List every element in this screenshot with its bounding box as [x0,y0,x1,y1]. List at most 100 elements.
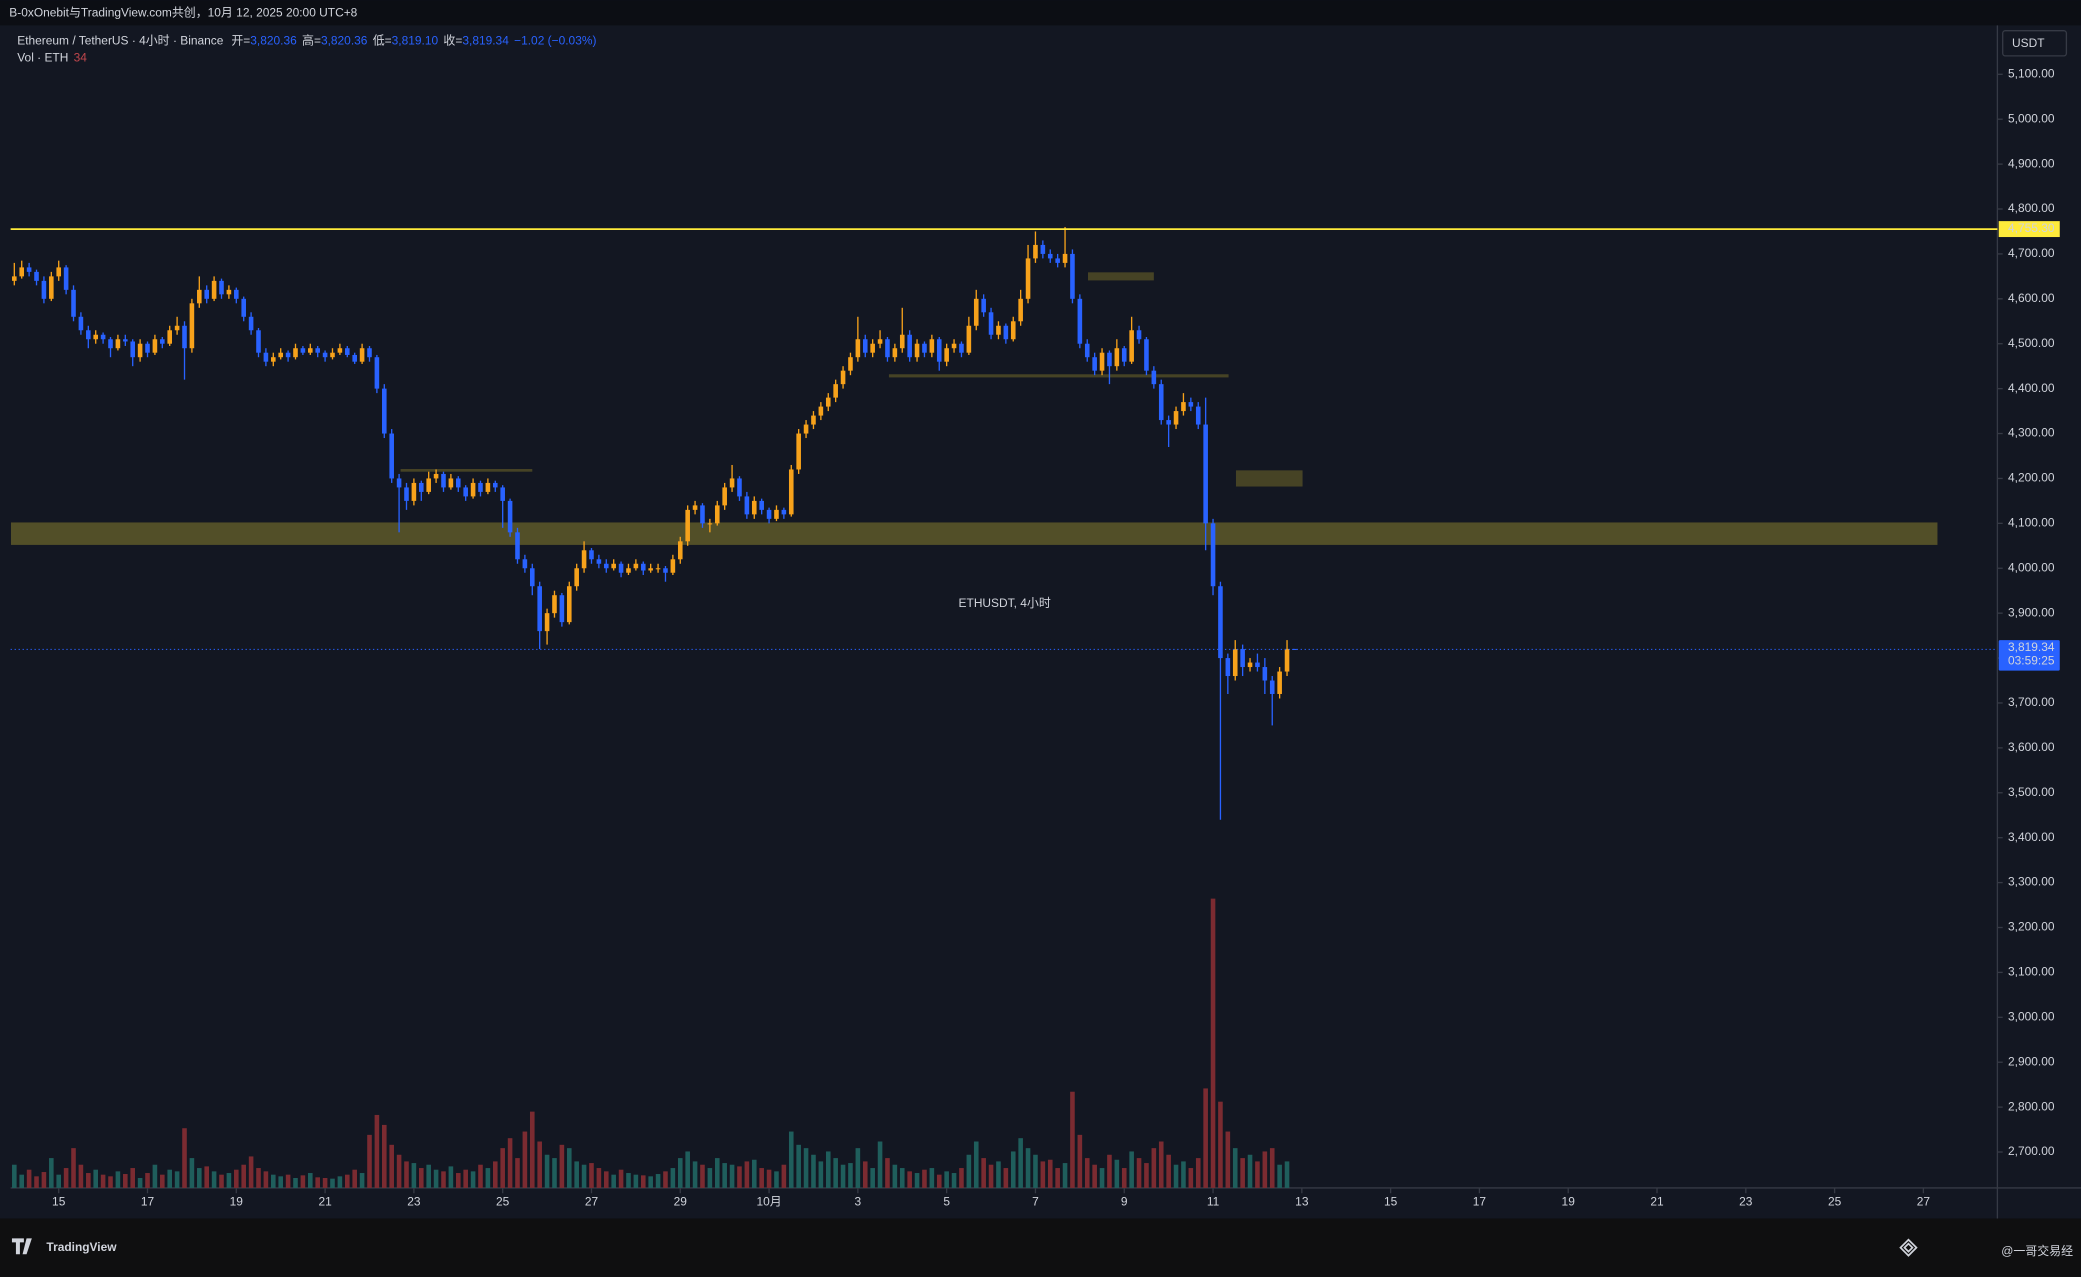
countdown: 03:59:25 [2008,653,2055,667]
volume-bar [1018,1138,1023,1188]
volume-bar [1114,1159,1120,1188]
currency-box[interactable] [2002,29,2068,57]
volume-bar [1003,1168,1009,1188]
y-tick-label: 3,200.00 [2008,920,2055,934]
currency[interactable]: USDT [2012,36,2045,50]
volume-bar [640,1175,646,1188]
candle-body [19,267,25,277]
volume-bar [411,1163,417,1188]
candle-body [441,473,446,488]
volume-bar [63,1168,69,1188]
volume-bar [959,1168,964,1188]
candle-body [1210,523,1216,587]
candle-body [848,357,853,371]
volume-bar [1195,1158,1201,1188]
candle-body [929,339,935,353]
x-tick-label: 9 [1121,1195,1128,1209]
candle-body [574,568,579,587]
volume-bar [1025,1148,1031,1188]
volume-bar [1262,1151,1268,1188]
candle-body [796,433,801,470]
candle-body [1262,667,1268,681]
volume-bar [211,1171,217,1188]
volume-bar [19,1174,25,1188]
volume-bar [433,1169,439,1188]
volume-bar [529,1111,535,1188]
candle-body [248,316,254,331]
volume-bar [470,1171,476,1188]
candle-body [241,298,246,317]
volume-bar [49,1158,54,1188]
volume-bar [929,1168,935,1188]
volume-bar [907,1171,912,1188]
volume-bar [1047,1159,1053,1188]
volume-bar [574,1161,579,1188]
volume-bar [315,1177,320,1188]
y-tick-label: 3,900.00 [2008,605,2055,619]
y-tick-label: 3,400.00 [2008,830,2055,844]
candle-body [470,482,476,497]
volume-bar [278,1176,283,1188]
x-tick-label: 13 [1295,1195,1309,1209]
volume-bar [811,1154,816,1188]
candle-body [951,343,957,349]
volume-bar [1077,1134,1083,1188]
candle-body [692,505,698,510]
level-label: 4,755.30 [2008,221,2055,235]
candle-body [56,267,62,277]
candle-body [219,280,224,295]
volume-bar [389,1144,394,1188]
volume-bar [26,1169,32,1188]
candle-body [759,500,764,510]
volume-bar [566,1148,572,1188]
candle-body [714,505,720,524]
volume-bar [788,1131,794,1188]
volume-label: Vol · ETH [17,51,68,65]
candle-body [648,568,653,571]
volume-bar [707,1168,713,1188]
volume-bar [663,1171,668,1188]
volume-bar [848,1163,853,1188]
volume-bar [1084,1158,1090,1188]
candle-body [922,343,927,353]
candle-body [100,334,106,340]
candle-body [86,330,91,340]
candle-body [1218,586,1223,659]
volume-bar [729,1164,735,1188]
x-tick-label: 27 [1917,1195,1931,1209]
candle-body [1240,649,1245,668]
y-tick-label: 4,600.00 [2008,291,2055,305]
candle-body [611,563,616,569]
candle-body [522,559,528,569]
volume-bar [611,1174,616,1188]
volume-bar [130,1168,136,1188]
candle-body [788,469,794,515]
candle-body [862,339,868,353]
volume-bar [1033,1154,1038,1188]
volume-bar [507,1138,513,1188]
x-tick-label: 29 [674,1195,688,1209]
zone [10,522,1938,545]
candle-body [396,478,402,488]
volume-bar [1269,1148,1275,1188]
candle-body [1010,321,1016,340]
candle-body [581,550,587,569]
volume-bar [1040,1161,1046,1188]
candle-body [145,343,150,353]
candle-body [137,343,143,358]
candle-body [774,509,779,519]
y-tick-label: 5,000.00 [2008,111,2055,125]
y-tick-label: 2,800.00 [2008,1099,2055,1113]
candle-body [12,276,17,281]
candle-body [492,482,498,488]
candle-body [700,505,705,524]
y-tick-label: 3,300.00 [2008,875,2055,889]
candle-body [618,563,624,573]
volume-bar [1166,1154,1171,1188]
candle-body [463,487,468,497]
candle-body [115,339,121,349]
candle-body [1114,348,1120,367]
volume-bar [12,1164,17,1188]
x-tick-label: 17 [141,1195,155,1209]
